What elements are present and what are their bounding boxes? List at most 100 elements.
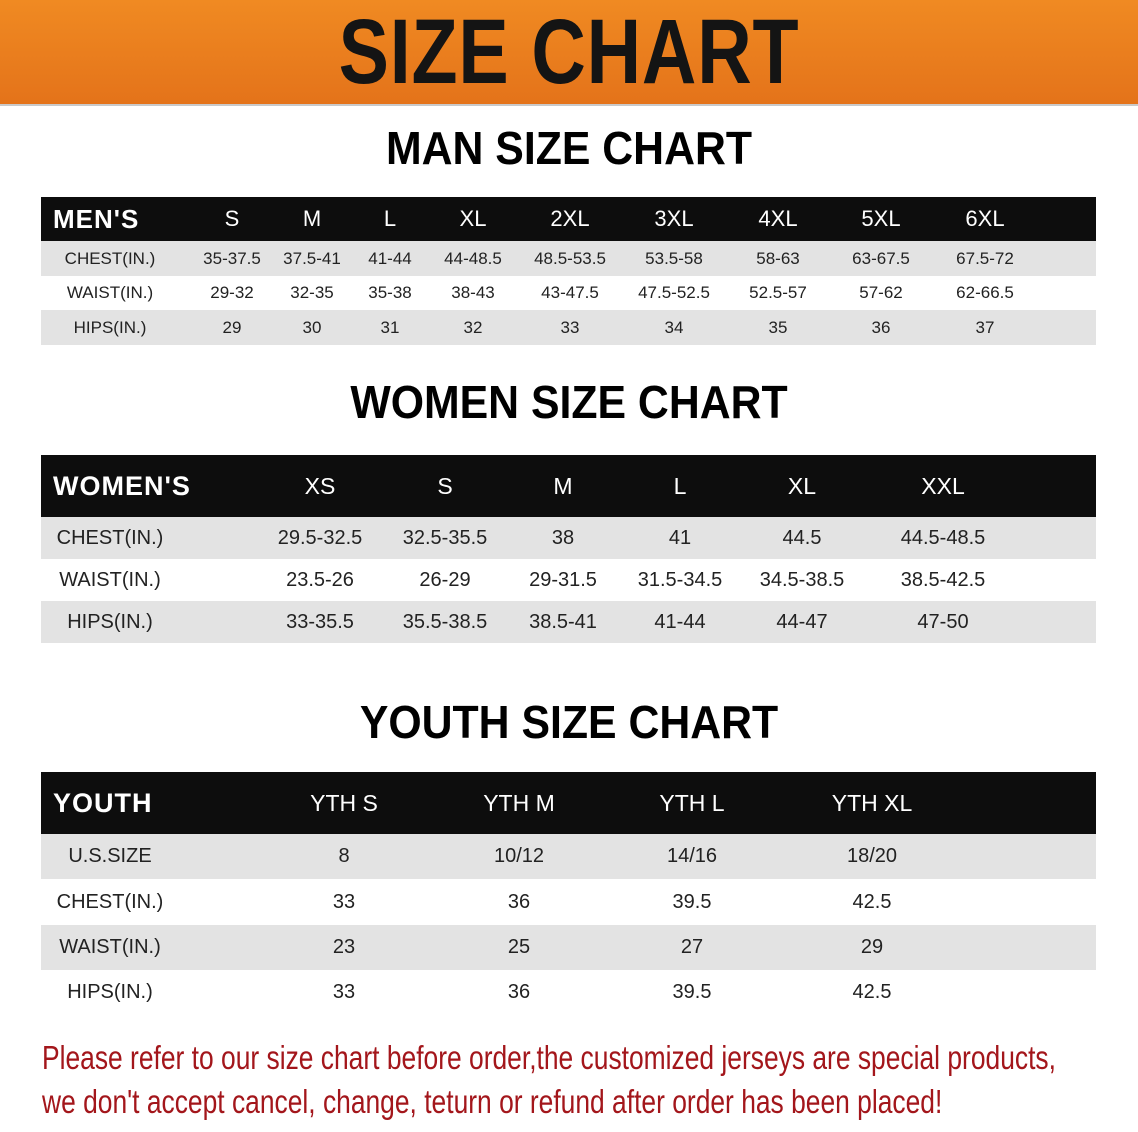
size-column-header: 2XL xyxy=(550,206,590,231)
size-column-header: S xyxy=(437,472,453,499)
measurement-cell: 47.5-52.5 xyxy=(638,283,710,302)
measurement-cell: 63-67.5 xyxy=(852,248,910,268)
row-label: HIPS(IN.) xyxy=(73,317,147,337)
measurement-cell: 29 xyxy=(222,317,242,337)
measurement-cell: 67.5-72 xyxy=(956,248,1014,268)
measurement-cell: 36 xyxy=(507,890,531,913)
table-row: CHEST(IN.) 35-37.5 37.5-41 41-44 44-48.5 48.5… xyxy=(41,241,1096,276)
banner-title: SIZE CHART xyxy=(338,1,800,103)
measurement-cell: 35.5-38.5 xyxy=(402,610,488,633)
measurement-cell: 43-47.5 xyxy=(541,283,599,302)
measurement-cell: 35-37.5 xyxy=(203,248,261,268)
row-label: WAIST(IN.) xyxy=(66,283,154,302)
women-header-row: WOMEN'S XS S M L XL XXL xyxy=(41,455,1096,517)
measurement-cell: 33 xyxy=(332,981,356,1003)
men-section-title: MAN SIZE CHART xyxy=(385,122,752,174)
measurement-cell: 10/12 xyxy=(493,845,545,867)
notice-line-2: we don't accept cancel, change, teturn o… xyxy=(42,1083,943,1120)
size-column-header: XL xyxy=(787,472,817,499)
measurement-cell: 34.5-38.5 xyxy=(759,568,845,591)
measurement-cell: 44-48.5 xyxy=(444,248,502,268)
women-section-title: WOMEN SIZE CHART xyxy=(350,376,788,428)
measurement-cell: 33-35.5 xyxy=(286,610,354,633)
measurement-cell: 42.5 xyxy=(852,890,892,913)
measurement-cell: 32 xyxy=(463,317,483,337)
measurement-cell: 44.5 xyxy=(782,526,822,549)
measurement-cell: 29-32 xyxy=(210,283,254,302)
measurement-cell: 36 xyxy=(871,317,891,337)
measurement-cell: 29.5-32.5 xyxy=(277,526,363,549)
measurement-cell: 27 xyxy=(680,936,704,958)
table-row: HIPS(IN.) 33 36 39.5 42.5 xyxy=(41,970,1096,1015)
measurement-cell: 41 xyxy=(668,526,692,549)
size-column-header: 6XL xyxy=(965,206,1005,231)
measurement-cell: 38.5-41 xyxy=(529,610,597,633)
table-header-label: MEN'S xyxy=(53,203,140,234)
measurement-cell: 44.5-48.5 xyxy=(900,526,986,549)
table-row: CHEST(IN.) 29.5-32.5 32.5-35.5 38 41 44.5 44.5… xyxy=(41,517,1096,559)
measurement-cell: 32-35 xyxy=(290,283,334,302)
size-column-header: 4XL xyxy=(758,206,798,231)
measurement-cell: 42.5 xyxy=(852,981,892,1003)
size-column-header: XS xyxy=(304,472,336,499)
size-column-header: M xyxy=(553,472,573,499)
table-row: CHEST(IN.) 33 36 39.5 42.5 xyxy=(41,879,1096,925)
measurement-cell: 31.5-34.5 xyxy=(637,568,723,591)
table-row: WAIST(IN.) 29-32 32-35 35-38 38-43 43-47.5 47.… xyxy=(41,276,1096,310)
size-column-header: S xyxy=(224,206,240,231)
youth-section-title: YOUTH SIZE CHART xyxy=(359,696,779,748)
measurement-cell: 44-47 xyxy=(776,610,828,633)
row-label: HIPS(IN.) xyxy=(67,610,153,633)
measurement-cell: 47-50 xyxy=(917,610,969,633)
measurement-cell: 33 xyxy=(332,890,356,913)
size-chart-banner: SIZE CHART xyxy=(0,0,1138,106)
measurement-cell: 33 xyxy=(560,317,580,337)
row-label: WAIST(IN.) xyxy=(59,568,161,591)
measurement-cell: 41-44 xyxy=(368,248,412,268)
table-row: HIPS(IN.) 29 30 31 32 33 34 35 36 37 xyxy=(41,310,1096,345)
measurement-cell: 14/16 xyxy=(666,845,718,867)
measurement-cell: 30 xyxy=(302,317,322,337)
table-row: HIPS(IN.) 33-35.5 35.5-38.5 38.5-41 41-44 44-… xyxy=(41,601,1096,643)
measurement-cell: 32.5-35.5 xyxy=(402,526,488,549)
measurement-cell: 48.5-53.5 xyxy=(534,248,606,268)
measurement-cell: 23 xyxy=(332,936,356,958)
measurement-cell: 38 xyxy=(551,526,575,549)
table-header-label: WOMEN'S xyxy=(53,470,191,501)
measurement-cell: 39.5 xyxy=(672,890,712,913)
measurement-cell: 26-29 xyxy=(419,568,471,591)
size-column-header: L xyxy=(673,472,687,499)
measurement-cell: 36 xyxy=(507,981,531,1003)
row-label: CHEST(IN.) xyxy=(56,890,164,913)
size-column-header: YTH M xyxy=(483,789,555,816)
measurement-cell: 31 xyxy=(380,317,400,337)
measurement-cell: 52.5-57 xyxy=(749,283,807,302)
size-column-header: M xyxy=(302,206,322,231)
table-header-label: YOUTH xyxy=(53,787,153,818)
measurement-cell: 34 xyxy=(664,317,684,337)
size-column-header: YTH L xyxy=(659,789,725,816)
measurement-cell: 62-66.5 xyxy=(956,283,1014,302)
table-row: WAIST(IN.) 23 25 27 29 xyxy=(41,925,1096,970)
measurement-cell: 38.5-42.5 xyxy=(900,568,986,591)
measurement-cell: 8 xyxy=(338,845,350,867)
measurement-cell: 35-38 xyxy=(368,283,412,302)
row-label: HIPS(IN.) xyxy=(67,981,153,1003)
size-column-header: XL xyxy=(459,206,487,231)
measurement-cell: 35 xyxy=(768,317,788,337)
measurement-cell: 38-43 xyxy=(451,283,495,302)
measurement-cell: 58-63 xyxy=(756,248,800,268)
table-row: WAIST(IN.) 23.5-26 26-29 29-31.5 31.5-34.5 34… xyxy=(41,559,1096,601)
size-column-header: L xyxy=(383,206,397,231)
measurement-cell: 57-62 xyxy=(859,283,903,302)
size-column-header: 5XL xyxy=(861,206,901,231)
size-column-header: 3XL xyxy=(654,206,694,231)
table-row: U.S.SIZE 8 10/12 14/16 18/20 xyxy=(41,834,1096,879)
row-label: CHEST(IN.) xyxy=(64,248,156,268)
measurement-cell: 29 xyxy=(860,936,884,958)
size-column-header: YTH XL xyxy=(831,789,913,816)
men-header-row: MEN'S S M L XL 2XL 3XL 4XL 5XL 6XL xyxy=(41,197,1096,241)
measurement-cell: 37 xyxy=(975,317,995,337)
size-column-header: YTH S xyxy=(310,789,378,816)
measurement-cell: 23.5-26 xyxy=(286,568,354,591)
